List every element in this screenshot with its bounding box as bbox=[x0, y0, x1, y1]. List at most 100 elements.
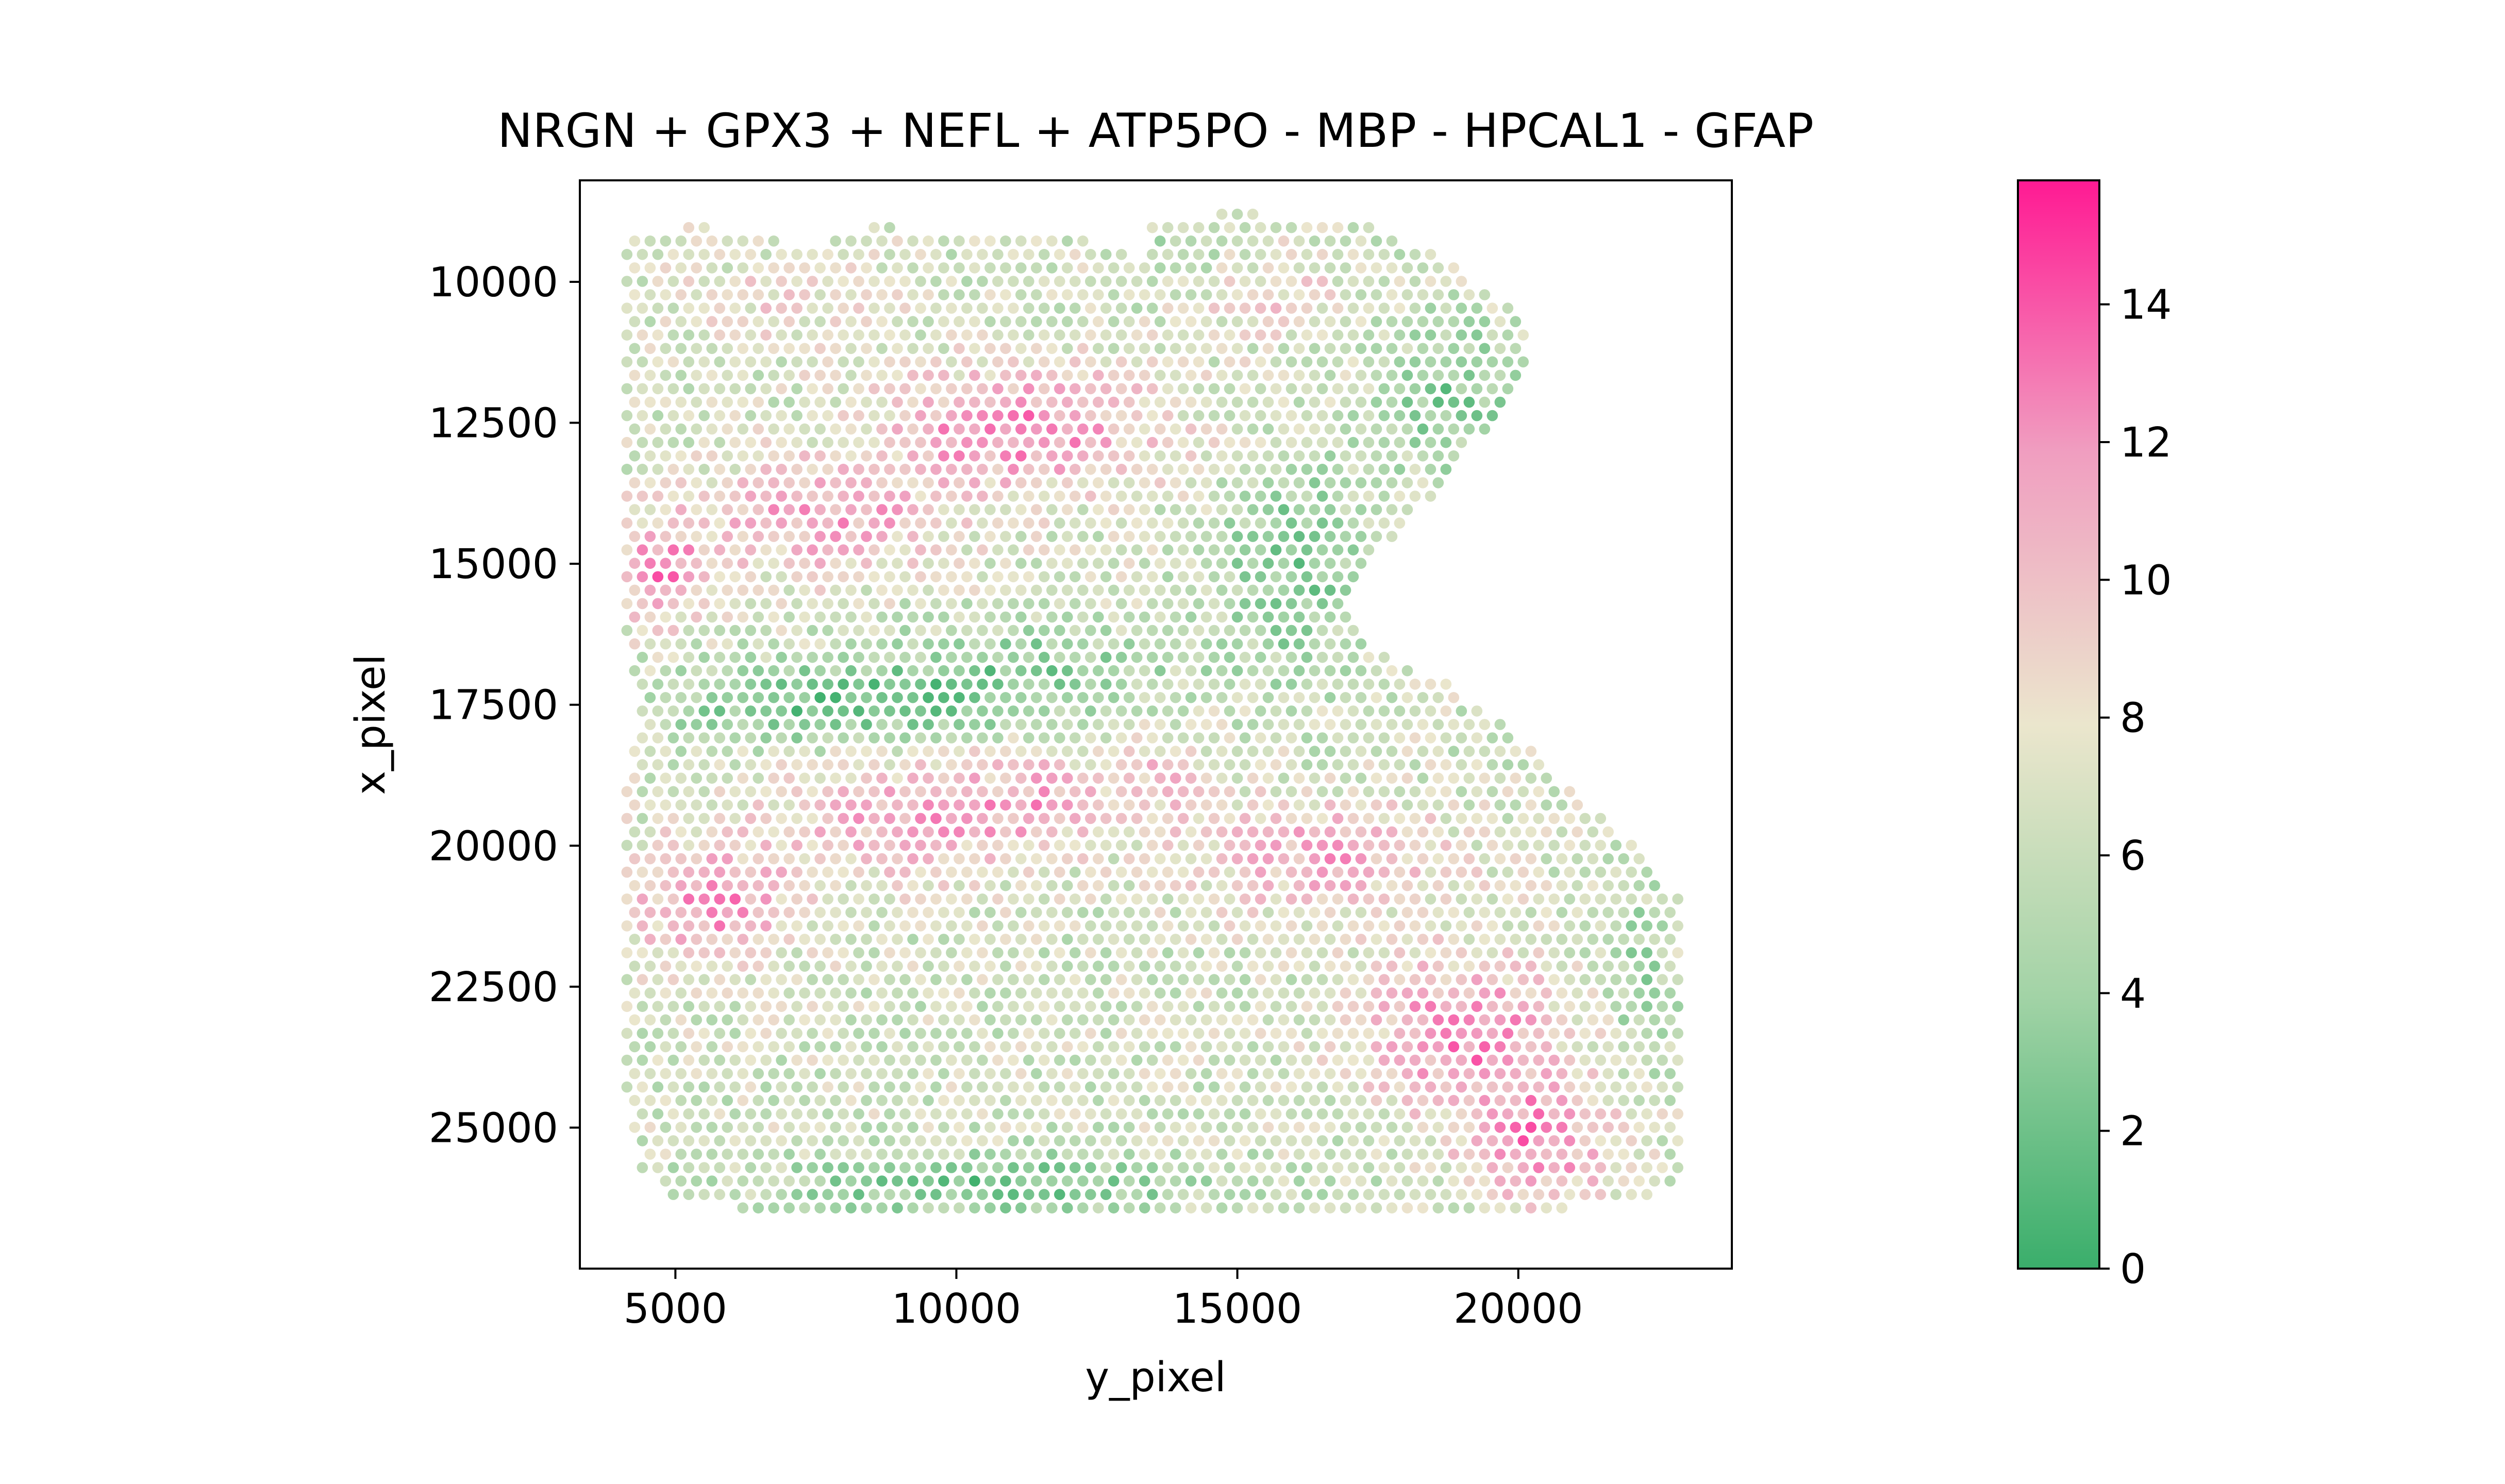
spot bbox=[1285, 786, 1297, 798]
spot bbox=[783, 531, 795, 542]
spot bbox=[1278, 853, 1290, 865]
spot bbox=[714, 786, 725, 798]
spot bbox=[1139, 799, 1150, 811]
spot bbox=[1062, 1041, 1073, 1053]
spot bbox=[1371, 1149, 1382, 1160]
spot bbox=[907, 1068, 918, 1080]
spot bbox=[1139, 880, 1150, 891]
spot bbox=[1177, 383, 1189, 395]
spot bbox=[629, 343, 641, 355]
spot bbox=[745, 732, 756, 744]
spot bbox=[1185, 987, 1197, 999]
spot bbox=[907, 934, 918, 945]
spot bbox=[1062, 934, 1073, 945]
spot bbox=[1262, 1014, 1274, 1026]
spot bbox=[861, 1041, 872, 1053]
spot bbox=[760, 1189, 772, 1200]
spot bbox=[714, 410, 725, 421]
spot bbox=[753, 934, 764, 945]
spot bbox=[1115, 1162, 1127, 1173]
spot bbox=[1231, 531, 1243, 542]
spot bbox=[667, 786, 679, 798]
spot bbox=[1108, 369, 1120, 381]
spot bbox=[783, 692, 795, 703]
spot bbox=[830, 1202, 841, 1213]
spot bbox=[1293, 638, 1305, 650]
spot bbox=[1494, 343, 1506, 355]
spot bbox=[1301, 839, 1313, 851]
spot bbox=[1255, 866, 1266, 878]
spot bbox=[753, 1175, 764, 1187]
spot bbox=[1432, 369, 1444, 381]
spot bbox=[1015, 1122, 1027, 1133]
spot bbox=[1123, 853, 1135, 865]
spot bbox=[1293, 369, 1305, 381]
spot bbox=[1270, 947, 1282, 958]
spot bbox=[876, 1175, 888, 1187]
spot bbox=[1278, 477, 1290, 488]
spot bbox=[644, 987, 656, 999]
spot bbox=[1533, 947, 1544, 958]
spot bbox=[1425, 356, 1437, 368]
spot bbox=[876, 853, 888, 865]
spot bbox=[1602, 907, 1614, 918]
spot bbox=[1510, 799, 1522, 811]
spot bbox=[884, 544, 895, 555]
spot bbox=[1347, 356, 1359, 368]
spot bbox=[892, 826, 903, 838]
spot bbox=[1070, 356, 1081, 368]
spot bbox=[1262, 934, 1274, 945]
spot bbox=[1285, 1081, 1297, 1093]
spot bbox=[652, 625, 664, 636]
spot bbox=[1324, 1202, 1336, 1213]
spot bbox=[1216, 826, 1228, 838]
spot bbox=[1008, 1162, 1019, 1173]
spot bbox=[675, 853, 687, 865]
spot bbox=[1255, 1135, 1266, 1146]
spot bbox=[923, 343, 934, 355]
spot bbox=[1062, 262, 1073, 274]
spot bbox=[930, 651, 942, 663]
spot bbox=[1595, 920, 1606, 932]
spot bbox=[1077, 611, 1089, 623]
spot bbox=[969, 343, 980, 355]
spot bbox=[822, 625, 833, 636]
spot bbox=[884, 436, 895, 448]
spot bbox=[1039, 1001, 1050, 1012]
spot bbox=[1316, 947, 1328, 958]
spot bbox=[1015, 504, 1027, 515]
spot bbox=[845, 934, 857, 945]
spot bbox=[629, 262, 641, 274]
spot bbox=[1031, 611, 1042, 623]
spot bbox=[691, 477, 702, 488]
spot bbox=[1440, 1081, 1452, 1093]
spot bbox=[1162, 759, 1174, 770]
spot bbox=[776, 249, 787, 260]
spot bbox=[1108, 853, 1120, 865]
spot bbox=[1070, 571, 1081, 583]
spot bbox=[1262, 1175, 1274, 1187]
spot bbox=[1316, 974, 1328, 985]
spot bbox=[1231, 423, 1243, 435]
spot bbox=[861, 316, 872, 327]
spot bbox=[783, 1068, 795, 1080]
spot bbox=[1417, 289, 1429, 300]
spot bbox=[1270, 679, 1282, 690]
spot bbox=[1270, 517, 1282, 529]
spot bbox=[1587, 907, 1598, 918]
spot bbox=[946, 1081, 957, 1093]
spot bbox=[1440, 383, 1452, 395]
spot bbox=[1664, 1041, 1676, 1053]
spot bbox=[1409, 893, 1421, 905]
spot bbox=[799, 584, 810, 596]
spot bbox=[1471, 732, 1483, 744]
spot bbox=[969, 1175, 980, 1187]
spot bbox=[884, 517, 895, 529]
spot bbox=[1070, 920, 1081, 932]
spot bbox=[1301, 329, 1313, 341]
spot bbox=[783, 1094, 795, 1106]
spot bbox=[1278, 1094, 1290, 1106]
spot bbox=[1270, 410, 1282, 421]
spot bbox=[1409, 813, 1421, 824]
spot bbox=[691, 504, 702, 515]
